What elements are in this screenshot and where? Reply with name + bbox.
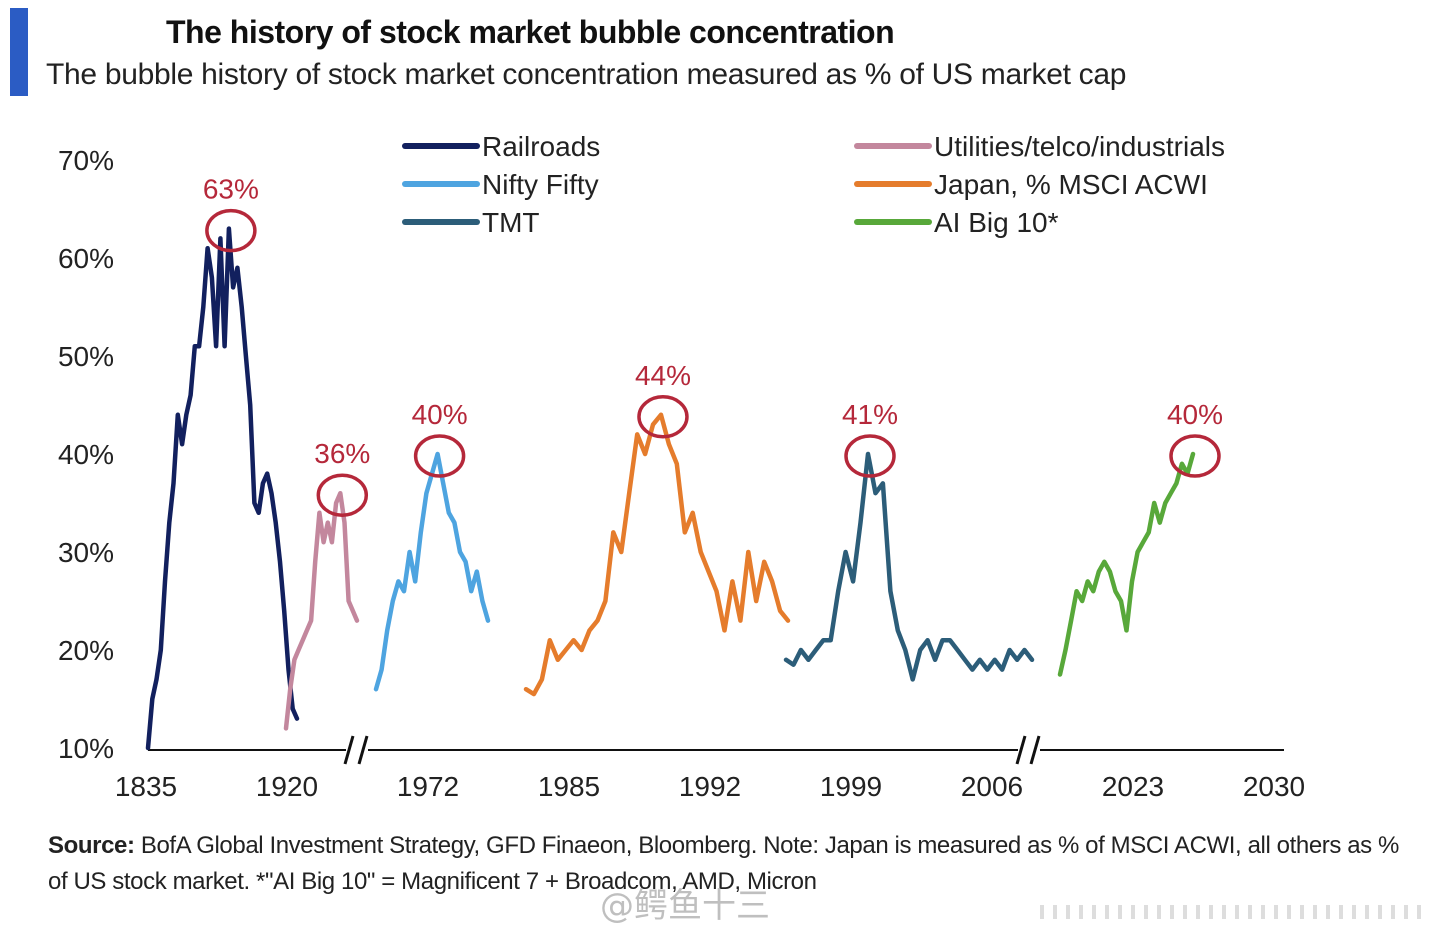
x-tick-label: 2030: [1243, 771, 1305, 802]
watermark-bar: [1222, 905, 1226, 919]
y-tick-label: 60%: [58, 243, 114, 274]
source-label: Source:: [48, 832, 135, 859]
x-tick-label: 1972: [397, 771, 459, 802]
axis-break-mark: [343, 735, 355, 765]
y-tick-label: 70%: [58, 145, 114, 176]
peak-label: 44%: [635, 360, 691, 391]
peak-label: 40%: [412, 399, 468, 430]
watermark-bar: [1391, 905, 1395, 919]
x-tick-label: 1992: [679, 771, 741, 802]
watermark-bar: [1066, 905, 1070, 919]
series-line-utilities-telco-industrials: [283, 490, 360, 731]
watermark-bar: [1183, 905, 1187, 919]
axis-break-mark: [357, 735, 369, 765]
watermark-bar: [1404, 905, 1408, 919]
watermark-bar: [1248, 905, 1252, 919]
watermark-bar: [1287, 905, 1291, 919]
legend-label: TMT: [482, 207, 540, 238]
watermark-bar: [1053, 905, 1057, 919]
watermark-bars: [1040, 905, 1430, 919]
peak-highlight-circle: [844, 434, 896, 478]
legend-label: Railroads: [482, 131, 600, 162]
series-line-tmt: [783, 451, 1035, 682]
series-line-japan-msci-acwi: [523, 412, 791, 697]
watermark-bar: [1105, 905, 1109, 919]
peak-highlight-circle: [205, 208, 257, 253]
watermark-bar: [1092, 905, 1096, 919]
series-line-ai-big-10: [1057, 451, 1196, 677]
chart-subtitle: The bubble history of stock market conce…: [46, 58, 1127, 91]
watermark-bar: [1209, 905, 1213, 919]
x-tick-label: 1835: [115, 771, 177, 802]
chart-title: The history of stock market bubble conce…: [166, 14, 895, 50]
x-tick-label: 1999: [820, 771, 882, 802]
series-line-nifty-fifty: [373, 451, 491, 692]
watermark-bar: [1040, 905, 1044, 919]
legend-label: Utilities/telco/industrials: [934, 131, 1225, 162]
watermark-bar: [1261, 905, 1265, 919]
y-tick-label: 40%: [58, 439, 114, 470]
y-tick-label: 30%: [58, 537, 114, 568]
y-tick-label: 50%: [58, 341, 114, 372]
peak-highlight-circle: [1169, 434, 1221, 478]
y-tick-label: 10%: [58, 733, 114, 764]
watermark: @鳄鱼十三: [600, 886, 770, 926]
watermark-bar: [1326, 905, 1330, 919]
series-line-railroads: [145, 226, 300, 751]
watermark-bar: [1196, 905, 1200, 919]
x-tick-label: 2023: [1102, 771, 1164, 802]
peak-label: 41%: [842, 399, 898, 430]
watermark-bar: [1079, 905, 1083, 919]
peak-label: 63%: [203, 174, 259, 205]
watermark-bar: [1339, 905, 1343, 919]
axis-break-mark: [1015, 735, 1027, 765]
watermark-bar: [1144, 905, 1148, 919]
watermark-bar: [1352, 905, 1356, 919]
peak-label: 36%: [314, 438, 370, 469]
accent-bar: [10, 8, 28, 96]
axis-break-mark: [1029, 735, 1041, 765]
watermark-bar: [1417, 905, 1421, 919]
chart: 10% 20% 30% 40% 50% 60% 70% 1835 1920 1972 1985 199…: [58, 131, 1305, 802]
watermark-bar: [1157, 905, 1161, 919]
watermark-bar: [1365, 905, 1369, 919]
x-tick-label: 1920: [256, 771, 318, 802]
peak-highlight-circle: [316, 473, 369, 517]
watermark-bar: [1235, 905, 1239, 919]
y-tick-label: 20%: [58, 635, 114, 666]
watermark-bar: [1313, 905, 1317, 919]
x-tick-label: 2006: [961, 771, 1023, 802]
x-tick-label: 1985: [538, 771, 600, 802]
watermark-bar: [1118, 905, 1122, 919]
watermark-bar: [1300, 905, 1304, 919]
watermark-bar: [1170, 905, 1174, 919]
legend-label: AI Big 10*: [934, 207, 1059, 238]
source-text: BofA Global Investment Strategy, GFD Fin…: [48, 832, 1399, 895]
legend-label: Japan, % MSCI ACWI: [934, 169, 1208, 200]
watermark-bar: [1131, 905, 1135, 919]
watermark-bar: [1378, 905, 1382, 919]
peak-highlight-circle: [637, 395, 689, 439]
peak-highlight-circle: [413, 434, 466, 478]
watermark-bar: [1274, 905, 1278, 919]
peak-label: 40%: [1167, 399, 1223, 430]
legend-label: Nifty Fifty: [482, 169, 599, 200]
source-note: Source: BofA Global Investment Strategy,…: [48, 828, 1418, 900]
